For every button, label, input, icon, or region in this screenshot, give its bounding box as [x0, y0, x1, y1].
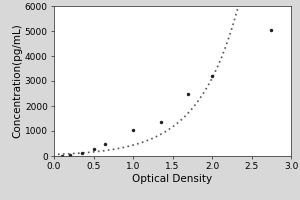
X-axis label: Optical Density: Optical Density — [132, 174, 213, 184]
Y-axis label: Concentration(pg/mL): Concentration(pg/mL) — [12, 24, 22, 138]
